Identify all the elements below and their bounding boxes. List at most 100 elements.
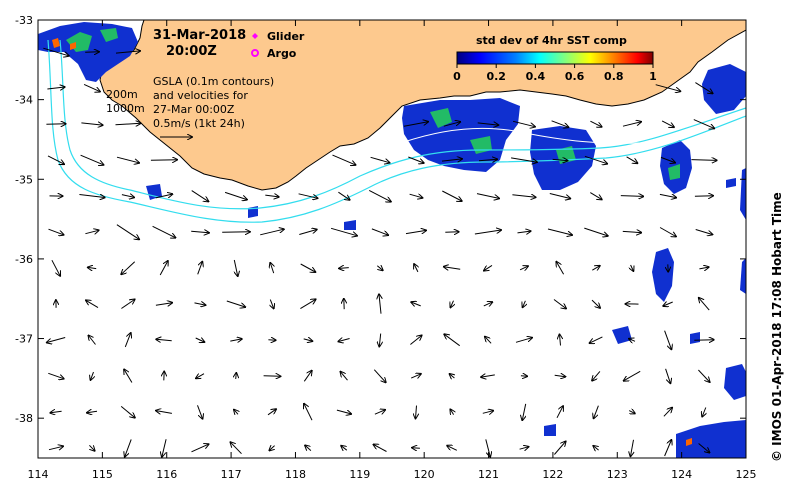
velocity-arrow [663, 408, 672, 417]
velocity-arrow [87, 411, 98, 412]
velocity-arrow [556, 262, 565, 275]
velocity-arrow [590, 120, 601, 127]
velocity-arrow [265, 195, 278, 197]
velocity-arrow [303, 339, 313, 341]
colorbar-tick-label: 0.4 [526, 70, 546, 83]
velocity-arrow [234, 410, 238, 415]
velocity-arrow [519, 447, 529, 449]
velocity-arrow [520, 376, 527, 377]
velocity-arrow [120, 406, 135, 417]
velocity-arrow [91, 371, 94, 380]
velocity-arrow [338, 191, 349, 200]
x-tick-label: 122 [542, 468, 563, 481]
velocity-arrow [125, 439, 132, 456]
velocity-arrow [403, 122, 428, 127]
colorbar: std dev of 4hr SST comp 0 0.2 0.4 0.6 0.8 1 [453, 34, 657, 83]
velocity-arrow [515, 338, 532, 343]
velocity-arrow [155, 194, 173, 199]
velocity-arrow [519, 266, 528, 270]
velocity-arrow [332, 154, 356, 165]
velocity-arrow [231, 442, 242, 455]
velocity-arrow [410, 374, 421, 378]
velocity-arrow [155, 303, 172, 306]
glider-label: Glider [267, 30, 305, 43]
velocity-arrow [594, 405, 599, 419]
velocity-arrow [698, 443, 710, 453]
velocity-arrow [416, 405, 417, 419]
velocity-arrow [699, 298, 710, 311]
velocity-arrow [485, 337, 492, 344]
argo-label: Argo [267, 47, 297, 60]
velocity-arrow [554, 442, 565, 455]
gsla-note-line1: GSLA (0.1m contours) [153, 75, 274, 88]
velocity-arrow [447, 446, 458, 451]
velocity-arrow [230, 339, 241, 341]
velocity-arrow [85, 230, 98, 233]
velocity-arrow [443, 122, 460, 127]
velocity-arrow [476, 193, 499, 199]
velocity-arrow [517, 231, 531, 233]
imos-credit: © IMOS 01-Apr-2018 17:08 Hobart Time [770, 192, 784, 462]
velocity-arrow [197, 262, 203, 275]
x-tick-label: 120 [414, 468, 435, 481]
x-tick-label: 114 [28, 468, 49, 481]
y-tick-label: -35 [15, 173, 33, 186]
velocity-arrow [124, 370, 133, 383]
velocity-arrow [405, 230, 426, 233]
velocity-arrow [43, 47, 68, 56]
x-tick-label: 117 [221, 468, 242, 481]
velocity-arrow [592, 371, 601, 380]
velocity-arrow [512, 195, 535, 198]
velocity-arrow [115, 123, 141, 125]
velocity-arrow [303, 371, 311, 382]
velocity-arrow [304, 404, 313, 421]
velocity-arrow [124, 333, 130, 348]
velocity-arrow [554, 375, 566, 376]
velocity-arrow [663, 302, 673, 306]
velocity-arrow [196, 374, 205, 379]
velocity-arrow [593, 446, 598, 450]
x-tick-label: 118 [285, 468, 306, 481]
map-time: 20:00Z [166, 44, 217, 59]
x-tick-label: 116 [156, 468, 177, 481]
x-tick-label: 124 [671, 468, 692, 481]
velocity-arrow [51, 259, 60, 276]
glider-marker-icon [252, 33, 258, 39]
x-tick-label: 115 [92, 468, 113, 481]
velocity-arrow [341, 446, 348, 450]
velocity-arrow [373, 369, 385, 383]
velocity-arrow [622, 122, 641, 127]
velocity-arrow [305, 445, 312, 451]
gsla-contour [69, 69, 81, 151]
velocity-arrow [591, 299, 600, 308]
velocity-arrow [659, 227, 676, 237]
velocity-arrow [194, 303, 206, 305]
velocity-arrow [553, 299, 566, 309]
velocity-arrow [444, 334, 460, 347]
velocity-arrow [50, 411, 62, 413]
velocity-arrow [339, 268, 349, 269]
glider-legend: Glider [252, 30, 305, 43]
velocity-arrow [410, 336, 421, 345]
velocity-arrow [267, 409, 276, 416]
velocity-arrow [374, 410, 385, 415]
velocity-arrow [441, 159, 462, 161]
colorbar-ticks: 0 0.2 0.4 0.6 0.8 1 [453, 64, 657, 83]
velocity-arrow [629, 339, 636, 342]
velocity-arrow [691, 160, 716, 161]
velocity-arrow [48, 446, 63, 449]
velocity-arrow [659, 194, 676, 197]
velocity-arrow [409, 194, 423, 198]
velocity-arrow [341, 372, 348, 381]
velocity-arrow [47, 155, 64, 164]
x-axis: 114 115 116 117 118 119 120 121 122 123 124 125 [28, 20, 757, 481]
y-tick-label: -37 [15, 333, 33, 346]
y-tick-label: -34 [15, 94, 33, 107]
velocity-arrow [83, 83, 100, 91]
velocity-arrow [451, 300, 454, 308]
velocity-arrow [191, 444, 209, 453]
velocity-arrow [664, 330, 672, 350]
velocity-arrow [483, 302, 492, 306]
velocity-arrow [371, 228, 388, 235]
